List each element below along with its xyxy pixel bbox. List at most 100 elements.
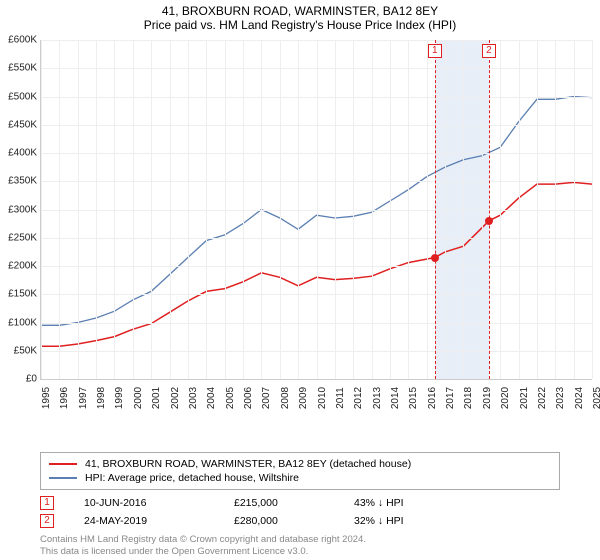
gridline-v bbox=[133, 40, 134, 379]
x-axis-label: 2014 bbox=[390, 387, 401, 409]
x-axis-label: 2003 bbox=[188, 387, 199, 409]
gridline-v bbox=[78, 40, 79, 379]
footer-line-2: This data is licensed under the Open Gov… bbox=[40, 546, 560, 558]
y-axis-label: £200K bbox=[1, 261, 37, 272]
x-axis-label: 2009 bbox=[298, 387, 309, 409]
x-axis-label: 2015 bbox=[408, 387, 419, 409]
sale-vline bbox=[489, 40, 490, 379]
chart-header: 41, BROXBURN ROAD, WARMINSTER, BA12 8EY … bbox=[0, 0, 600, 34]
x-axis-label: 2020 bbox=[500, 387, 511, 409]
gridline-v bbox=[261, 40, 262, 379]
gridline-v bbox=[372, 40, 373, 379]
gridline-v bbox=[519, 40, 520, 379]
sale-price: £215,000 bbox=[234, 497, 324, 509]
x-axis-label: 2023 bbox=[555, 387, 566, 409]
y-axis-label: £450K bbox=[1, 119, 37, 130]
chart-subtitle: Price paid vs. HM Land Registry's House … bbox=[0, 18, 600, 32]
x-axis-label: 2001 bbox=[151, 387, 162, 409]
x-axis-label: 2006 bbox=[243, 387, 254, 409]
y-axis-label: £550K bbox=[1, 63, 37, 74]
legend-swatch bbox=[49, 477, 77, 479]
gridline-v bbox=[335, 40, 336, 379]
legend-item: HPI: Average price, detached house, Wilt… bbox=[49, 471, 551, 485]
sale-marker-icon: 1 bbox=[40, 496, 54, 510]
gridline-v bbox=[463, 40, 464, 379]
gridline-v bbox=[500, 40, 501, 379]
y-axis-label: £500K bbox=[1, 91, 37, 102]
gridline-v bbox=[170, 40, 171, 379]
x-axis-label: 1995 bbox=[41, 387, 52, 409]
gridline-v bbox=[390, 40, 391, 379]
x-axis-label: 2004 bbox=[206, 387, 217, 409]
gridline-v bbox=[537, 40, 538, 379]
x-axis-label: 2011 bbox=[335, 387, 346, 409]
y-axis-label: £100K bbox=[1, 317, 37, 328]
sale-vline bbox=[435, 40, 436, 379]
x-axis-label: 2012 bbox=[353, 387, 364, 409]
x-axis-label: 2000 bbox=[133, 387, 144, 409]
x-axis-label: 2010 bbox=[317, 387, 328, 409]
footer-attribution: Contains HM Land Registry data © Crown c… bbox=[40, 534, 560, 559]
gridline-v bbox=[555, 40, 556, 379]
legend-label: HPI: Average price, detached house, Wilt… bbox=[85, 472, 299, 484]
y-axis-label: £400K bbox=[1, 148, 37, 159]
gridline-v bbox=[592, 40, 593, 379]
x-axis-label: 1997 bbox=[78, 387, 89, 409]
legend-item: 41, BROXBURN ROAD, WARMINSTER, BA12 8EY … bbox=[49, 457, 551, 471]
x-axis-label: 1996 bbox=[59, 387, 70, 409]
gridline-v bbox=[41, 40, 42, 379]
gridline-v bbox=[408, 40, 409, 379]
gridline-v bbox=[225, 40, 226, 379]
chart-plot-area: £0£50K£100K£150K£200K£250K£300K£350K£400… bbox=[40, 40, 592, 380]
sale-marker-label: 1 bbox=[428, 44, 442, 58]
sales-table: 1 10-JUN-2016 £215,000 43% ↓ HPI 2 24-MAY-201… bbox=[40, 494, 560, 530]
gridline-v bbox=[114, 40, 115, 379]
x-axis-label: 2016 bbox=[427, 387, 438, 409]
gridline-v bbox=[482, 40, 483, 379]
gridline-v bbox=[151, 40, 152, 379]
x-axis-label: 2025 bbox=[592, 387, 600, 409]
x-axis-label: 2021 bbox=[519, 387, 530, 409]
y-axis-label: £150K bbox=[1, 289, 37, 300]
chart-legend: 41, BROXBURN ROAD, WARMINSTER, BA12 8EY … bbox=[40, 452, 560, 490]
x-axis-label: 2007 bbox=[261, 387, 272, 409]
gridline-v bbox=[574, 40, 575, 379]
gridline-v bbox=[298, 40, 299, 379]
gridline-v bbox=[243, 40, 244, 379]
sale-dot bbox=[431, 254, 439, 262]
sale-price: £280,000 bbox=[234, 515, 324, 527]
footer-line-1: Contains HM Land Registry data © Crown c… bbox=[40, 534, 560, 546]
sale-dot bbox=[485, 217, 493, 225]
x-axis-label: 2013 bbox=[372, 387, 383, 409]
x-axis-label: 2017 bbox=[445, 387, 456, 409]
y-axis-label: £600K bbox=[1, 35, 37, 46]
x-axis-label: 2019 bbox=[482, 387, 493, 409]
y-axis-label: £300K bbox=[1, 204, 37, 215]
sale-hpi-delta: 32% ↓ HPI bbox=[354, 515, 444, 527]
gridline-v bbox=[96, 40, 97, 379]
gridline-v bbox=[280, 40, 281, 379]
sale-hpi-delta: 43% ↓ HPI bbox=[354, 497, 444, 509]
sale-row: 1 10-JUN-2016 £215,000 43% ↓ HPI bbox=[40, 494, 560, 512]
gridline-v bbox=[353, 40, 354, 379]
gridline-v bbox=[317, 40, 318, 379]
gridline-v bbox=[206, 40, 207, 379]
x-axis-label: 2005 bbox=[225, 387, 236, 409]
chart-plot: £0£50K£100K£150K£200K£250K£300K£350K£400… bbox=[40, 40, 592, 380]
sale-marker-icon: 2 bbox=[40, 514, 54, 528]
gridline-v bbox=[59, 40, 60, 379]
x-axis-label: 2024 bbox=[574, 387, 585, 409]
x-axis-label: 2002 bbox=[170, 387, 181, 409]
x-axis-label: 2008 bbox=[280, 387, 291, 409]
x-axis-label: 1998 bbox=[96, 387, 107, 409]
sale-date: 10-JUN-2016 bbox=[84, 497, 204, 509]
y-axis-label: £250K bbox=[1, 232, 37, 243]
sale-date: 24-MAY-2019 bbox=[84, 515, 204, 527]
gridline-v bbox=[427, 40, 428, 379]
chart-title: 41, BROXBURN ROAD, WARMINSTER, BA12 8EY bbox=[0, 4, 600, 18]
y-axis-label: £50K bbox=[1, 345, 37, 356]
sale-row: 2 24-MAY-2019 £280,000 32% ↓ HPI bbox=[40, 512, 560, 530]
legend-label: 41, BROXBURN ROAD, WARMINSTER, BA12 8EY … bbox=[85, 458, 411, 470]
x-axis-label: 1999 bbox=[114, 387, 125, 409]
sale-marker-label: 2 bbox=[482, 44, 496, 58]
